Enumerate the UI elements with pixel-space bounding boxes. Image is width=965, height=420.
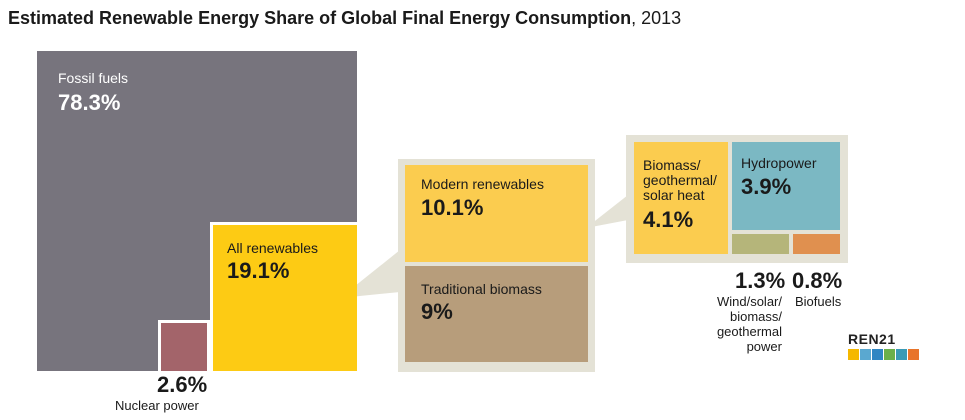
biomass-heat-name-line1: Biomass/ bbox=[643, 157, 701, 173]
traditional-biomass-value: 9% bbox=[421, 299, 453, 324]
fossil-fuels-name: Fossil fuels bbox=[58, 70, 129, 86]
wave-icon bbox=[896, 349, 907, 360]
ren21-logo: REN21 bbox=[848, 331, 948, 363]
biofuels-name: Biofuels bbox=[795, 294, 842, 309]
wind-solar-block bbox=[732, 234, 789, 254]
chart-title: Estimated Renewable Energy Share of Glob… bbox=[8, 8, 681, 29]
biomass-heat-block bbox=[634, 142, 728, 254]
biofuels-value: 0.8% bbox=[792, 268, 843, 293]
flame-icon bbox=[908, 349, 919, 360]
callout-pointer-2 bbox=[586, 195, 628, 228]
biofuels-block bbox=[793, 234, 840, 254]
all-renewables-value: 19.1% bbox=[227, 258, 290, 283]
nuclear-block bbox=[158, 320, 210, 371]
biomass-heat-name-line2: geothermal/ bbox=[643, 172, 717, 188]
hydropower-value: 3.9% bbox=[741, 174, 792, 199]
wind-solar-value: 1.3% bbox=[735, 268, 786, 293]
nuclear-name: Nuclear power bbox=[115, 398, 199, 413]
sun-icon bbox=[848, 349, 859, 360]
wind-solar-name-line1: Wind/solar/ bbox=[716, 294, 782, 309]
chart-title-year: , 2013 bbox=[631, 8, 682, 28]
modern-renewables-value: 10.1% bbox=[421, 195, 484, 220]
chart-title-main: Estimated Renewable Energy Share of Glob… bbox=[8, 8, 632, 28]
hydropower-block bbox=[732, 142, 840, 230]
all-renewables-block bbox=[210, 222, 357, 371]
fossil-fuels-value: 78.3% bbox=[58, 90, 121, 115]
traditional-biomass-name: Traditional biomass bbox=[421, 281, 542, 297]
all-renewables-name: All renewables bbox=[227, 240, 319, 256]
wind-solar-name-line2: biomass/ bbox=[729, 309, 782, 324]
water-icon bbox=[872, 349, 883, 360]
wind-solar-name-line4: power bbox=[746, 339, 782, 354]
wind-icon bbox=[860, 349, 871, 360]
logo-icons bbox=[848, 349, 919, 360]
logo-wordmark: REN21 bbox=[848, 331, 896, 347]
modern-renewables-block bbox=[405, 165, 588, 262]
modern-renewables-name: Modern renewables bbox=[421, 176, 544, 192]
wind-solar-name-line3: geothermal bbox=[716, 324, 782, 339]
leaf-icon bbox=[884, 349, 895, 360]
biomass-heat-name-line3: solar heat bbox=[643, 187, 705, 203]
biomass-heat-value: 4.1% bbox=[643, 207, 694, 232]
traditional-biomass-block bbox=[405, 266, 588, 362]
nuclear-value: 2.6% bbox=[157, 372, 208, 397]
hydropower-name: Hydropower bbox=[741, 155, 817, 171]
